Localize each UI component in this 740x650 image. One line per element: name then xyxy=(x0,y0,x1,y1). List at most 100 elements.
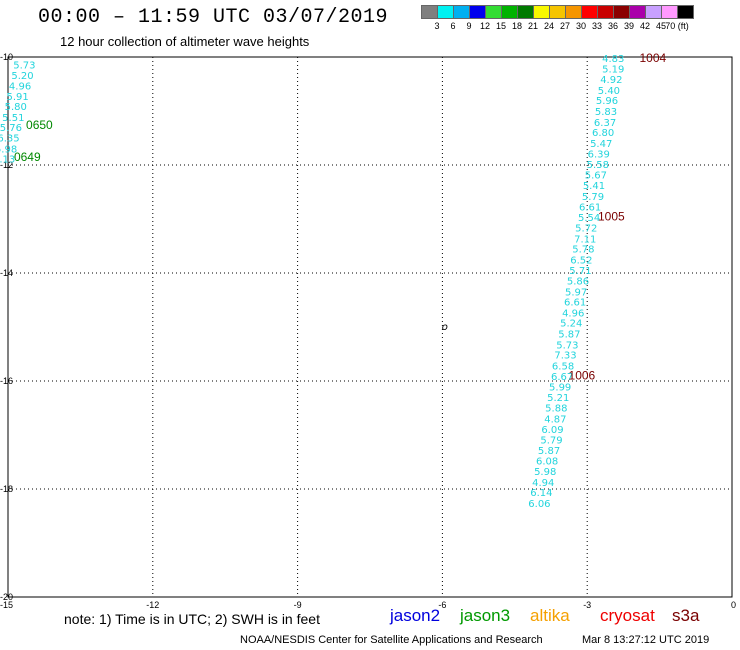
y-tick-label: -16 xyxy=(0,376,13,386)
swh-value: 5.21 xyxy=(547,393,569,404)
x-tick-label: -3 xyxy=(583,600,591,610)
credit-text: NOAA/NESDIS Center for Satellite Applica… xyxy=(240,634,543,646)
time-label: 0650 xyxy=(26,118,53,132)
swh-value: 6.09 xyxy=(541,425,563,436)
swh-value: 6.67 xyxy=(551,372,573,383)
legend-altika: altika xyxy=(530,606,570,625)
x-tick-label: 0 xyxy=(731,600,736,610)
time-label: 1004 xyxy=(639,51,666,65)
legend-jason2: jason2 xyxy=(390,606,441,625)
swh-value: 5.87 xyxy=(538,446,560,457)
swh-value: 6.58 xyxy=(552,361,574,372)
swh-value: 4.87 xyxy=(544,414,566,425)
swh-value: 5.71 xyxy=(569,266,591,277)
swh-value: 5.54 xyxy=(578,213,600,224)
colorbar-label: 45 xyxy=(655,21,667,31)
x-tick-label: -9 xyxy=(294,600,302,610)
swh-value: 6.80 xyxy=(592,128,614,139)
swh-value: 6.06 xyxy=(528,499,550,510)
colorbar-label: 42 xyxy=(639,21,651,31)
swh-value: 5.78 xyxy=(572,245,594,256)
swh-value: 7.11 xyxy=(574,234,596,245)
time-label: 1006 xyxy=(569,369,596,383)
swh-value: 5.80 xyxy=(5,102,27,113)
colorbar-swatch xyxy=(677,5,694,19)
swh-value: 5.79 xyxy=(540,435,562,446)
swh-value: 5.97 xyxy=(565,287,587,298)
y-tick-label: -20 xyxy=(0,592,13,602)
swh-value: 5.73 xyxy=(556,340,578,351)
swh-value: 4.94 xyxy=(532,478,554,489)
y-tick-label: -10 xyxy=(0,52,13,62)
colorbar-label: 70 (ft) xyxy=(665,21,689,31)
swh-value: 5.67 xyxy=(585,171,607,182)
swh-value: 5.24 xyxy=(560,319,582,330)
swh-value: 5.88 xyxy=(545,403,567,414)
swh-value: 5.40 xyxy=(598,86,620,97)
swh-value: 5.58 xyxy=(587,160,609,171)
colorbar-label: 21 xyxy=(527,21,539,31)
swh-value: 5.20 xyxy=(11,71,33,82)
swh-value: 6.14 xyxy=(530,488,552,499)
page-title: 00:00 – 11:59 UTC 03/07/2019 xyxy=(38,6,389,29)
station-marker: o xyxy=(442,322,448,333)
swh-value: 5.83 xyxy=(595,107,617,118)
time-label: 1005 xyxy=(598,209,625,223)
colorbar-label: 6 xyxy=(450,21,456,31)
swh-value: 5.51 xyxy=(2,113,24,124)
swh-value: 5.91 xyxy=(7,92,29,103)
y-tick-label: -12 xyxy=(0,160,13,170)
page-subtitle: 12 hour collection of altimeter wave hei… xyxy=(60,34,310,49)
swh-value: 4.96 xyxy=(562,308,584,319)
time-label: 0649 xyxy=(14,150,41,164)
swh-value: 5.73 xyxy=(13,61,35,72)
x-tick-label: -15 xyxy=(0,600,13,610)
legend-jason3: jason3 xyxy=(460,606,511,625)
y-tick-label: -18 xyxy=(0,484,13,494)
swh-value: 5.79 xyxy=(582,192,604,203)
swh-colorbar-labels: 3 6 9 12 15 18 21 24 27 30 33 36 39 42 45 70 (ft) xyxy=(421,21,740,33)
legend-s3a: s3a xyxy=(672,606,700,625)
swh-value: 5.98 xyxy=(0,144,17,155)
x-tick-label: -12 xyxy=(146,600,159,610)
swh-colorbar xyxy=(421,5,694,19)
swh-value: 6.08 xyxy=(536,456,558,467)
swh-value: 5.47 xyxy=(590,139,612,150)
swh-value: 5.96 xyxy=(596,96,618,107)
colorbar-label: 36 xyxy=(607,21,619,31)
colorbar-label: 15 xyxy=(495,21,507,31)
colorbar-label: 39 xyxy=(623,21,635,31)
y-tick-label: -14 xyxy=(0,268,13,278)
swh-value: 5.98 xyxy=(534,467,556,478)
colorbar-label: 18 xyxy=(511,21,523,31)
swh-value: 6.13 xyxy=(0,155,15,166)
swh-value: 4.96 xyxy=(9,82,31,93)
swh-value: 4.92 xyxy=(600,75,622,86)
swh-value: 5.76 xyxy=(0,123,22,134)
x-tick-label: -6 xyxy=(438,600,446,610)
legend-cryosat: cryosat xyxy=(600,606,655,625)
colorbar-label: 12 xyxy=(479,21,491,31)
footer-note: note: 1) Time is in UTC; 2) SWH is in fe… xyxy=(64,611,320,627)
colorbar-label: 9 xyxy=(466,21,472,31)
swh-value: 6.37 xyxy=(594,118,616,129)
colorbar-label: 33 xyxy=(591,21,603,31)
swh-value: 5.99 xyxy=(549,382,571,393)
swh-value: 6.39 xyxy=(588,150,610,161)
swh-value: 6.35 xyxy=(0,133,20,144)
swh-value: 5.86 xyxy=(567,277,589,288)
swh-value: 4.83 xyxy=(602,54,624,65)
swh-value: 6.61 xyxy=(564,298,586,309)
swh-value: 5.41 xyxy=(583,181,605,192)
swh-value: 5.87 xyxy=(558,329,580,340)
colorbar-label: 24 xyxy=(543,21,555,31)
timestamp-text: Mar 8 13:27:12 UTC 2019 xyxy=(582,634,710,646)
colorbar-label: 30 xyxy=(575,21,587,31)
swh-value: 5.19 xyxy=(602,64,624,75)
swh-value: 6.61 xyxy=(579,203,601,214)
plot-frame xyxy=(7,56,733,598)
colorbar-label: 3 xyxy=(434,21,440,31)
swh-value: 5.72 xyxy=(575,224,597,235)
colorbar-label: 27 xyxy=(559,21,571,31)
